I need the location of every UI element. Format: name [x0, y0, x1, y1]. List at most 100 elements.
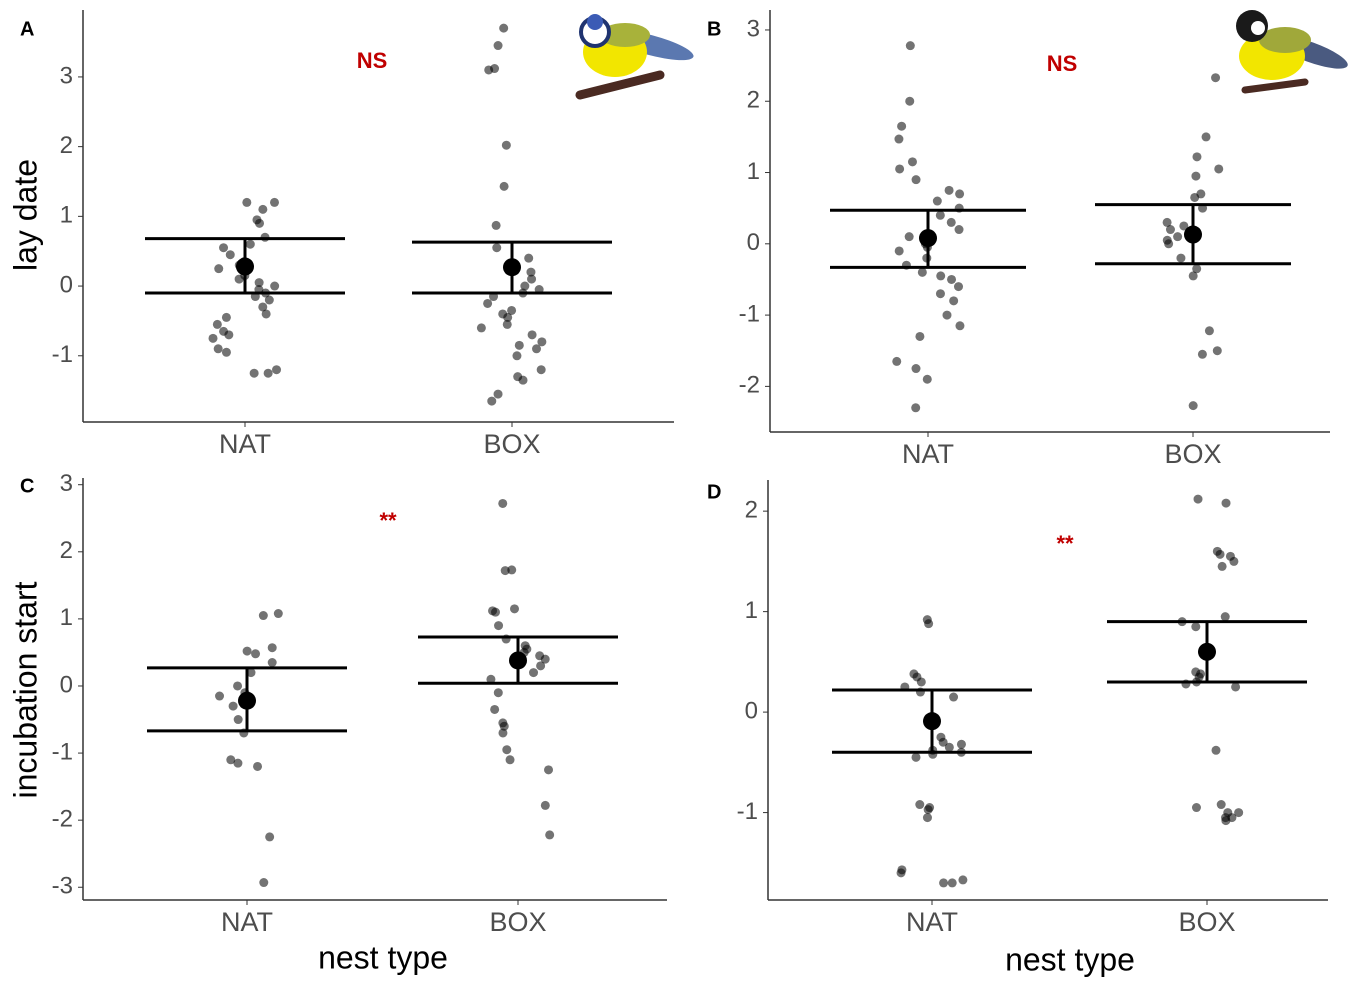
- data-point: [905, 96, 915, 106]
- data-point: [213, 344, 223, 354]
- data-point: [501, 634, 511, 644]
- y-tick-label: 0: [60, 271, 73, 298]
- data-point: [265, 832, 275, 842]
- data-point: [944, 742, 954, 752]
- data-point: [526, 267, 536, 277]
- data-point: [894, 134, 904, 144]
- data-point: [505, 755, 515, 765]
- x-tick-label: BOX: [483, 429, 540, 459]
- data-point: [909, 669, 919, 679]
- data-point: [498, 718, 508, 728]
- data-point: [502, 319, 512, 329]
- data-point: [1221, 498, 1231, 508]
- data-point: [258, 204, 268, 214]
- y-tick-label: 2: [745, 496, 758, 523]
- x-tick-label: BOX: [1178, 907, 1235, 937]
- data-point: [1181, 679, 1191, 689]
- data-point: [915, 687, 925, 697]
- data-point: [535, 651, 545, 661]
- data-point: [1173, 232, 1183, 242]
- data-point: [954, 282, 964, 292]
- data-point: [537, 337, 547, 347]
- data-point: [1162, 217, 1172, 227]
- data-point: [936, 271, 946, 281]
- blue-tit-icon: [575, 14, 694, 100]
- data-point: [545, 830, 555, 840]
- data-point: [928, 745, 938, 755]
- data-point: [901, 260, 911, 270]
- data-point: [233, 758, 243, 768]
- data-point: [1211, 73, 1221, 83]
- data-point: [1193, 494, 1203, 504]
- panel-label: C: [20, 475, 34, 497]
- data-point: [897, 121, 907, 131]
- data-point: [544, 765, 554, 775]
- data-point: [499, 181, 509, 191]
- data-point: [956, 747, 966, 757]
- data-point: [900, 682, 910, 692]
- data-point: [221, 312, 231, 322]
- y-tick-label: 3: [747, 15, 760, 42]
- data-point: [518, 288, 528, 298]
- data-point: [1192, 264, 1202, 274]
- x-tick-label: BOX: [1164, 439, 1221, 469]
- data-point: [513, 372, 523, 382]
- data-point: [240, 688, 250, 698]
- data-point: [251, 649, 261, 659]
- data-point: [500, 566, 510, 576]
- data-point: [507, 565, 517, 575]
- y-axis-title: lay date: [7, 159, 43, 271]
- data-point: [252, 215, 262, 225]
- y-tick-label: -3: [52, 873, 73, 900]
- data-point: [527, 330, 537, 340]
- data-point: [261, 288, 271, 298]
- data-point: [1188, 271, 1198, 281]
- data-point: [1188, 401, 1198, 411]
- data-point: [245, 239, 255, 249]
- x-axis-title: nest type: [318, 939, 448, 975]
- data-point: [946, 217, 956, 227]
- data-point: [1192, 152, 1202, 162]
- data-point: [527, 274, 537, 284]
- data-point: [911, 752, 921, 762]
- data-point: [935, 289, 945, 299]
- data-point: [922, 374, 932, 384]
- data-point: [228, 701, 238, 711]
- data-point: [501, 140, 511, 150]
- y-tick-label: 1: [60, 202, 73, 229]
- data-point: [1212, 346, 1222, 356]
- data-point: [922, 615, 932, 625]
- y-tick-label: -2: [739, 372, 760, 399]
- data-point: [1201, 132, 1211, 142]
- data-point: [221, 347, 231, 357]
- data-point: [540, 800, 550, 810]
- y-tick-label: 3: [60, 470, 73, 497]
- data-point: [911, 403, 921, 413]
- data-point: [493, 688, 503, 698]
- data-point: [489, 292, 499, 302]
- data-point: [1204, 326, 1214, 336]
- data-point: [536, 661, 546, 671]
- data-point: [1216, 800, 1226, 810]
- y-tick-label: 1: [747, 158, 760, 185]
- data-point: [532, 344, 542, 354]
- y-tick-label: -1: [739, 300, 760, 327]
- x-tick-label: BOX: [489, 907, 546, 937]
- data-point: [935, 210, 945, 220]
- data-point: [947, 878, 957, 888]
- data-point: [493, 41, 503, 51]
- data-point: [254, 278, 264, 288]
- data-point: [895, 164, 905, 174]
- data-point: [502, 745, 512, 755]
- data-point: [246, 668, 256, 678]
- data-point: [508, 260, 518, 270]
- data-point: [494, 621, 504, 631]
- data-point: [488, 606, 498, 616]
- data-point: [1220, 612, 1230, 622]
- y-tick-label: 0: [745, 697, 758, 724]
- data-point: [254, 285, 264, 295]
- y-axis-title: incubation start: [7, 581, 43, 798]
- data-point: [1191, 622, 1201, 632]
- data-point: [920, 235, 930, 245]
